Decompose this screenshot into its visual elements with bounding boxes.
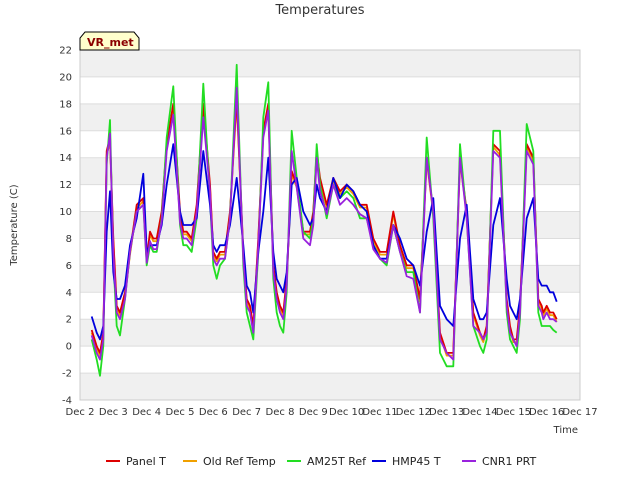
- y-tick-label: -4: [62, 396, 72, 407]
- y-tick-labels: -4 -2 0 2 4 6 8 10 12 14 16 18 20 22: [59, 46, 72, 407]
- x-tick-label: Dec 4: [132, 407, 161, 418]
- legend-label: HMP45 T: [392, 455, 441, 468]
- y-tick-label: 0: [66, 342, 72, 353]
- x-tick-label: Dec 8: [266, 407, 295, 418]
- x-tick-label: Dec 11: [362, 407, 397, 418]
- background-band: [80, 103, 580, 131]
- y-tick-label: 18: [59, 99, 72, 110]
- legend-item: Panel T: [106, 455, 166, 468]
- series-line-cnr1-prt: [90, 86, 558, 361]
- x-tick-label: Dec 5: [166, 407, 195, 418]
- legend-label: Panel T: [126, 455, 166, 468]
- x-tick-label: Dec 6: [199, 407, 228, 418]
- legend-item: Old Ref Temp: [183, 455, 276, 468]
- x-tick-label: Dec 2: [66, 407, 95, 418]
- y-tick-label: 6: [66, 261, 72, 272]
- chart-title: Temperatures: [274, 3, 364, 18]
- x-tick-label: Dec 14: [462, 407, 497, 418]
- series-line-hmp45-t: [90, 143, 558, 341]
- background-band: [80, 211, 580, 239]
- x-tick-label: Dec 17: [562, 407, 597, 418]
- y-tick-label: 4: [66, 288, 72, 299]
- x-tick-labels: Dec 2 Dec 3 Dec 4 Dec 5 Dec 6 Dec 7 Dec 8 Dec 9…: [66, 407, 598, 418]
- y-tick-label: 12: [59, 180, 72, 191]
- x-tick-label: Dec 12: [396, 407, 431, 418]
- badge-shape: [79, 31, 140, 51]
- x-tick-label: Dec 7: [232, 407, 261, 418]
- x-tick-label: Dec 16: [529, 407, 564, 418]
- y-tick-label: 10: [59, 207, 72, 218]
- y-tick-label: -2: [62, 369, 72, 380]
- y-tick-label: 20: [59, 72, 72, 83]
- legend-label: CNR1 PRT: [482, 455, 537, 468]
- y-tick-label: 8: [66, 234, 72, 245]
- legend-item: CNR1 PRT: [462, 455, 537, 468]
- x-tick-label: Dec 13: [429, 407, 464, 418]
- plot-frame: [79, 49, 581, 401]
- y-tick-label: 16: [59, 126, 72, 137]
- x-axis-title: Time: [553, 425, 578, 436]
- y-tick-label: 22: [59, 46, 72, 57]
- y-tick-label: 2: [66, 315, 72, 326]
- background-bands: [80, 50, 580, 400]
- x-tick-label: Dec 3: [99, 407, 128, 418]
- legend: Panel T Old Ref Temp AM25T Ref HMP45 T CNR1 …: [106, 455, 537, 468]
- background-band: [80, 319, 580, 347]
- x-tick-label: Dec 15: [496, 407, 531, 418]
- y-tick-label: 14: [59, 153, 72, 164]
- legend-item: HMP45 T: [372, 455, 441, 468]
- background-band: [80, 157, 580, 185]
- background-band: [80, 50, 580, 77]
- legend-item: AM25T Ref: [287, 455, 367, 468]
- legend-label: Old Ref Temp: [203, 455, 276, 468]
- background-band: [80, 265, 580, 293]
- x-tick-label: Dec 10: [329, 407, 364, 418]
- background-band: [80, 373, 580, 400]
- x-tick-label: Dec 9: [299, 407, 328, 418]
- series-lines: [90, 63, 558, 377]
- vr-met-badge: VR_met: [79, 31, 140, 51]
- badge-label: VR_met: [87, 36, 134, 49]
- legend-label: AM25T Ref: [307, 455, 367, 468]
- y-axis-title: Temperature (C): [9, 184, 20, 266]
